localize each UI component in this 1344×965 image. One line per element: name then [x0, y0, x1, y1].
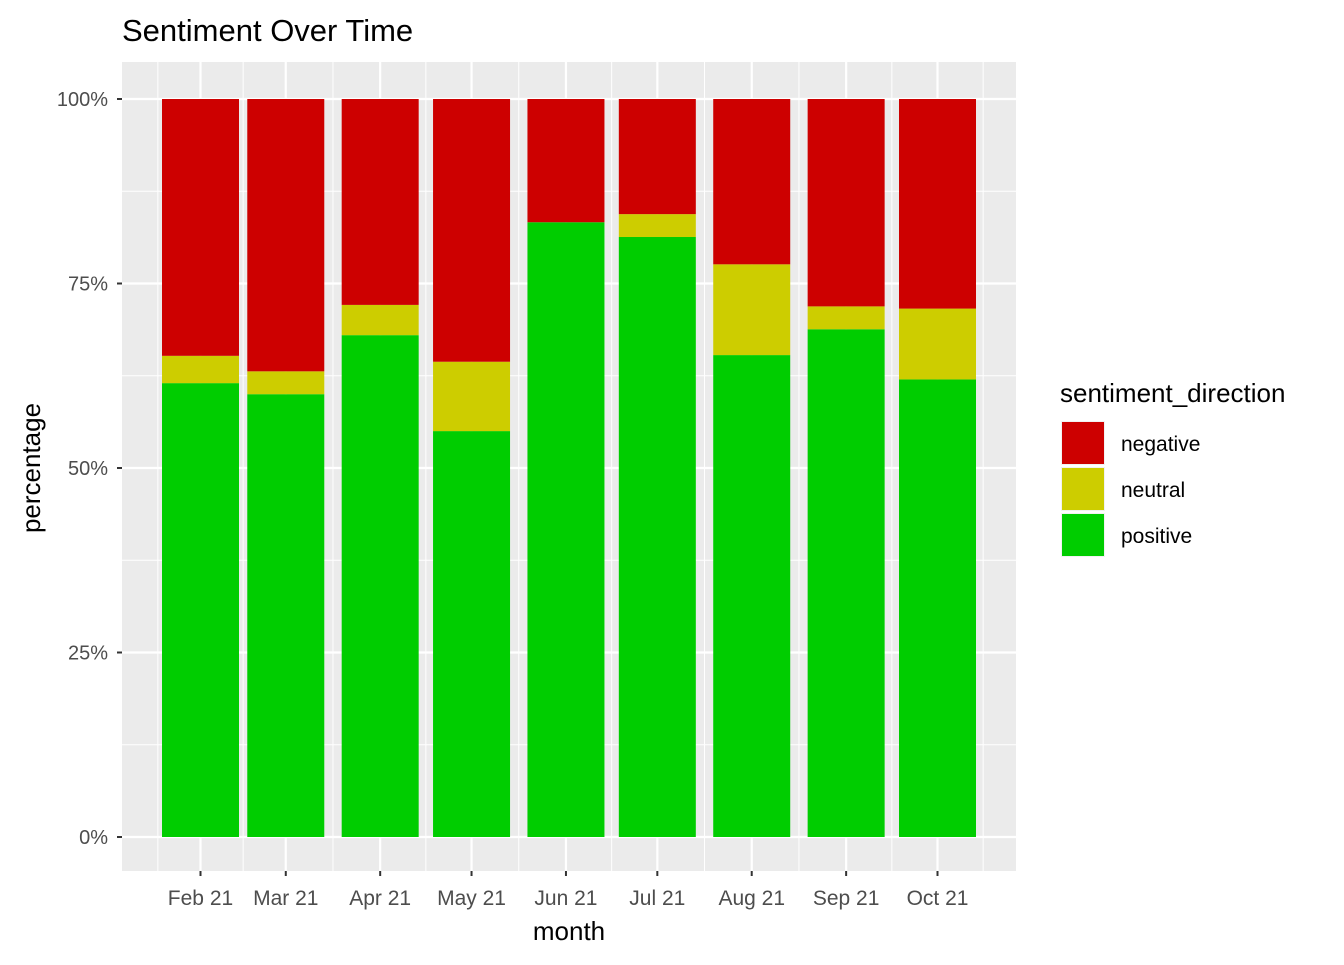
legend-title: sentiment_direction: [1060, 378, 1285, 408]
bar-segment-negative: [162, 99, 239, 356]
plot-panel: [122, 62, 1016, 871]
bar-segment-positive: [433, 431, 511, 837]
x-tick-label: Jul 21: [629, 887, 685, 910]
legend-swatch-negative: [1062, 422, 1104, 464]
legend: sentiment_direction negative neutral posit…: [1060, 378, 1285, 557]
bar-segment-positive: [618, 237, 696, 838]
x-tick-label: Aug 21: [718, 887, 785, 910]
bar-segment-neutral: [247, 371, 325, 395]
bar-segment-positive: [527, 222, 605, 838]
legend-swatch-neutral: [1062, 468, 1104, 510]
chart-title: Sentiment Over Time: [122, 13, 413, 48]
x-tick-label: Mar 21: [253, 887, 318, 910]
bar-segment-positive: [807, 329, 885, 837]
y-tick-label: 75%: [68, 274, 108, 296]
bar-segment-neutral: [713, 264, 791, 356]
legend-label-negative: negative: [1121, 433, 1200, 456]
bar-segment-negative: [899, 99, 976, 309]
legend-items: negative neutral positive: [1061, 421, 1200, 557]
legend-label-neutral: neutral: [1121, 479, 1185, 502]
bar-segment-neutral: [618, 214, 696, 238]
x-axis-title: month: [533, 916, 605, 946]
bar-segment-neutral: [341, 304, 419, 336]
x-axis: Feb 21 Mar 21 Apr 21 May 21 Jun 21 Jul 21 Aug …: [168, 871, 969, 910]
bar-segment-neutral: [807, 306, 885, 330]
legend-swatch-positive: [1062, 514, 1104, 556]
bar-segment-positive: [899, 379, 976, 837]
x-tick-label: May 21: [437, 887, 506, 910]
bar-segment-negative: [247, 99, 325, 372]
y-tick-label: 25%: [68, 643, 108, 665]
bar-segment-positive: [713, 355, 791, 837]
y-tick-label: 100%: [57, 89, 108, 111]
y-axis: 0% 25% 50% 75% 100%: [57, 89, 122, 849]
x-tick-label: Oct 21: [907, 887, 969, 910]
x-tick-label: Jun 21: [534, 887, 597, 910]
bar-segment-neutral: [433, 361, 511, 432]
bar-segment-negative: [341, 99, 419, 305]
bar-segment-negative: [807, 99, 885, 307]
bar-segment-negative: [527, 99, 605, 223]
x-tick-label: Feb 21: [168, 887, 233, 910]
y-tick-label: 0%: [79, 827, 108, 849]
y-tick-label: 50%: [68, 458, 108, 480]
x-tick-label: Apr 21: [349, 887, 411, 910]
bar-segment-positive: [247, 394, 325, 837]
x-tick-label: Sep 21: [813, 887, 880, 910]
legend-label-positive: positive: [1121, 525, 1192, 548]
bar-segment-neutral: [162, 355, 239, 384]
bar-segment-negative: [618, 99, 696, 215]
bar-segment-negative: [433, 99, 511, 362]
bar-segment-positive: [162, 383, 239, 837]
y-axis-title: percentage: [16, 403, 46, 533]
bar-segment-positive: [341, 335, 419, 837]
bar-segment-negative: [713, 99, 791, 265]
bar-segment-neutral: [899, 308, 976, 380]
bar-series: [162, 99, 976, 838]
